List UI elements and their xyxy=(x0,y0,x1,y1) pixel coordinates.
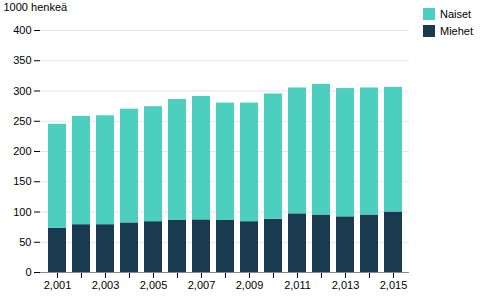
svg-text:200: 200 xyxy=(13,145,31,157)
svg-text:300: 300 xyxy=(13,85,31,97)
svg-text:2,001: 2,001 xyxy=(44,279,72,291)
svg-text:2,015: 2,015 xyxy=(380,279,408,291)
html-text:Miehet: Miehet xyxy=(440,25,473,37)
svg-text:2,009: 2,009 xyxy=(236,279,264,291)
svg-text:2,003: 2,003 xyxy=(92,279,120,291)
svg-text:2,013: 2,013 xyxy=(332,279,360,291)
svg-text:400: 400 xyxy=(13,24,31,36)
svg-text:2,007: 2,007 xyxy=(188,279,216,291)
svg-text:100: 100 xyxy=(13,206,31,218)
svg-text:250: 250 xyxy=(13,115,31,127)
svg-text:150: 150 xyxy=(13,175,31,187)
svg-text:0: 0 xyxy=(25,266,31,278)
svg-text:1000 henkeä: 1000 henkeä xyxy=(4,1,68,13)
svg-text:50: 50 xyxy=(19,236,31,248)
svg-text:2,011: 2,011 xyxy=(284,279,311,291)
html-text:Naiset: Naiset xyxy=(440,8,472,20)
svg-text:2,005: 2,005 xyxy=(140,279,168,291)
svg-text:350: 350 xyxy=(13,54,31,66)
